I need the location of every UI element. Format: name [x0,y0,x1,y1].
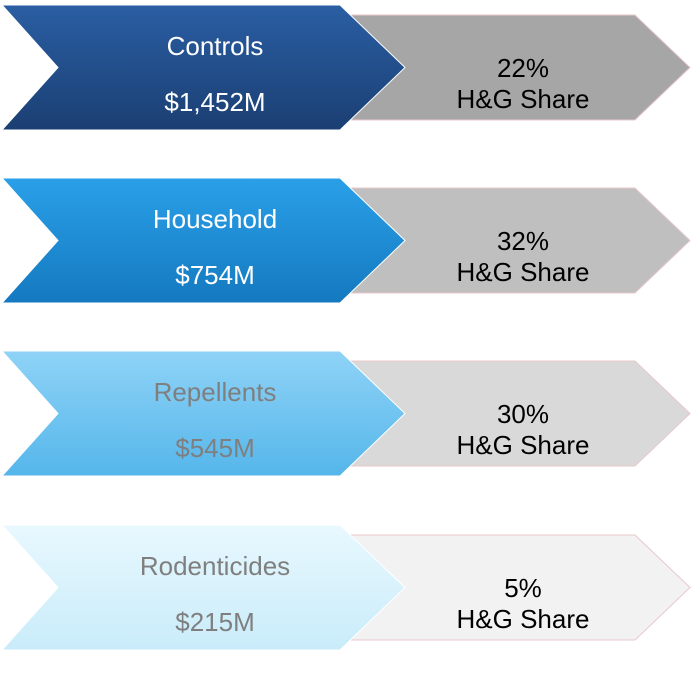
category-value: $754M [175,260,255,290]
category-chevron [0,4,406,131]
share-value: 22% [497,53,549,83]
category-chevron [0,177,406,304]
category-label: Household [153,204,277,234]
share-label: H&G Share [457,604,590,634]
share-value: 5% [504,573,542,603]
share-value: 30% [497,399,549,429]
share-value: 32% [497,226,549,256]
category-label: Rodenticides [140,551,290,581]
category-chevron [0,524,406,651]
category-label: Controls [167,31,264,61]
category-value: $1,452M [164,87,265,117]
share-label: H&G Share [457,430,590,460]
category-chevron [0,350,406,477]
category-value: $215M [175,607,255,637]
category-label: Repellents [154,377,277,407]
share-label: H&G Share [457,84,590,114]
share-label: H&G Share [457,257,590,287]
category-value: $545M [175,433,255,463]
